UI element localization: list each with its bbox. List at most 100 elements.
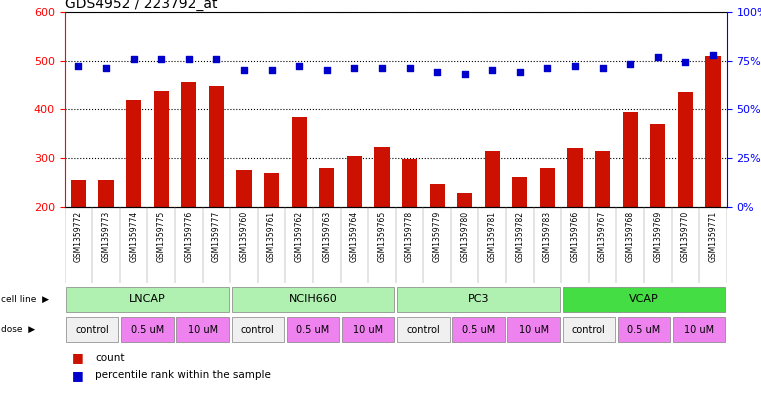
Bar	[71, 180, 86, 207]
Text: GSM1359761: GSM1359761	[267, 211, 276, 262]
Text: GSM1359772: GSM1359772	[74, 211, 83, 262]
Point	[183, 55, 195, 62]
Text: GSM1359779: GSM1359779	[432, 211, 441, 262]
Text: GSM1359776: GSM1359776	[184, 211, 193, 262]
Point	[680, 59, 692, 66]
Point	[266, 67, 278, 73]
Text: PC3: PC3	[468, 294, 489, 305]
Point	[128, 55, 140, 62]
Text: cell line  ▶: cell line ▶	[1, 295, 49, 304]
Bar	[595, 151, 610, 207]
Bar	[673, 317, 725, 342]
Bar	[540, 168, 555, 207]
Bar	[66, 287, 229, 312]
Bar	[508, 317, 560, 342]
Text: GSM1359775: GSM1359775	[157, 211, 166, 262]
Text: GSM1359765: GSM1359765	[377, 211, 387, 262]
Text: GSM1359774: GSM1359774	[129, 211, 139, 262]
Text: ■: ■	[72, 351, 84, 364]
Text: GSM1359764: GSM1359764	[350, 211, 359, 262]
Point	[459, 71, 471, 77]
Text: percentile rank within the sample: percentile rank within the sample	[95, 370, 271, 380]
Text: GSM1359768: GSM1359768	[626, 211, 635, 262]
Point	[293, 63, 305, 70]
Bar	[457, 193, 473, 207]
Point	[597, 65, 609, 72]
Point	[238, 67, 250, 73]
Text: NCIH660: NCIH660	[288, 294, 337, 305]
Text: control: control	[75, 325, 109, 335]
Point	[320, 67, 333, 73]
Bar	[485, 151, 500, 207]
Bar	[66, 317, 119, 342]
Bar	[209, 86, 224, 207]
Bar	[622, 112, 638, 207]
Text: dose  ▶: dose ▶	[1, 325, 35, 334]
Bar	[429, 184, 444, 207]
Text: GSM1359782: GSM1359782	[515, 211, 524, 262]
Bar	[291, 117, 307, 207]
Text: GSM1359763: GSM1359763	[322, 211, 331, 262]
Point	[541, 65, 553, 72]
Bar	[126, 99, 142, 207]
Text: control: control	[406, 325, 440, 335]
Text: GSM1359769: GSM1359769	[653, 211, 662, 262]
Text: GSM1359777: GSM1359777	[212, 211, 221, 262]
Text: count: count	[95, 353, 125, 363]
Text: GSM1359778: GSM1359778	[405, 211, 414, 262]
Bar	[287, 317, 339, 342]
Bar	[562, 287, 725, 312]
Point	[707, 51, 719, 58]
Bar	[397, 287, 560, 312]
Text: 0.5 uM: 0.5 uM	[627, 325, 661, 335]
Text: 0.5 uM: 0.5 uM	[462, 325, 495, 335]
Bar	[231, 287, 394, 312]
Text: control: control	[572, 325, 606, 335]
Bar	[374, 147, 390, 207]
Bar	[231, 317, 284, 342]
Bar	[98, 180, 113, 207]
Text: GSM1359766: GSM1359766	[571, 211, 580, 262]
Bar	[154, 91, 169, 207]
Point	[624, 61, 636, 68]
Text: GSM1359771: GSM1359771	[708, 211, 718, 262]
Text: 10 uM: 10 uM	[518, 325, 549, 335]
Text: GSM1359770: GSM1359770	[681, 211, 690, 262]
Bar	[618, 317, 670, 342]
Text: 0.5 uM: 0.5 uM	[296, 325, 330, 335]
Point	[72, 63, 84, 70]
Text: 0.5 uM: 0.5 uM	[131, 325, 164, 335]
Point	[210, 55, 222, 62]
Text: ■: ■	[72, 369, 84, 382]
Point	[431, 69, 443, 75]
Text: GDS4952 / 223792_at: GDS4952 / 223792_at	[65, 0, 217, 11]
Bar	[181, 83, 196, 207]
Text: GSM1359773: GSM1359773	[101, 211, 110, 262]
Text: GSM1359783: GSM1359783	[543, 211, 552, 262]
Point	[569, 63, 581, 70]
Text: GSM1359780: GSM1359780	[460, 211, 470, 262]
Bar	[568, 148, 583, 207]
Bar	[347, 156, 362, 207]
Text: GSM1359781: GSM1359781	[488, 211, 497, 262]
Text: GSM1359762: GSM1359762	[295, 211, 304, 262]
Point	[651, 53, 664, 60]
Bar	[177, 317, 229, 342]
Point	[100, 65, 112, 72]
Bar	[562, 317, 615, 342]
Point	[486, 67, 498, 73]
Bar	[121, 317, 174, 342]
Bar	[452, 317, 505, 342]
Text: 10 uM: 10 uM	[187, 325, 218, 335]
Bar	[319, 168, 334, 207]
Text: GSM1359760: GSM1359760	[240, 211, 249, 262]
Point	[155, 55, 167, 62]
Text: 10 uM: 10 uM	[353, 325, 384, 335]
Bar	[264, 173, 279, 207]
Bar	[705, 56, 721, 207]
Point	[376, 65, 388, 72]
Bar	[397, 317, 450, 342]
Bar	[650, 124, 665, 207]
Text: VCAP: VCAP	[629, 294, 659, 305]
Bar	[237, 170, 252, 207]
